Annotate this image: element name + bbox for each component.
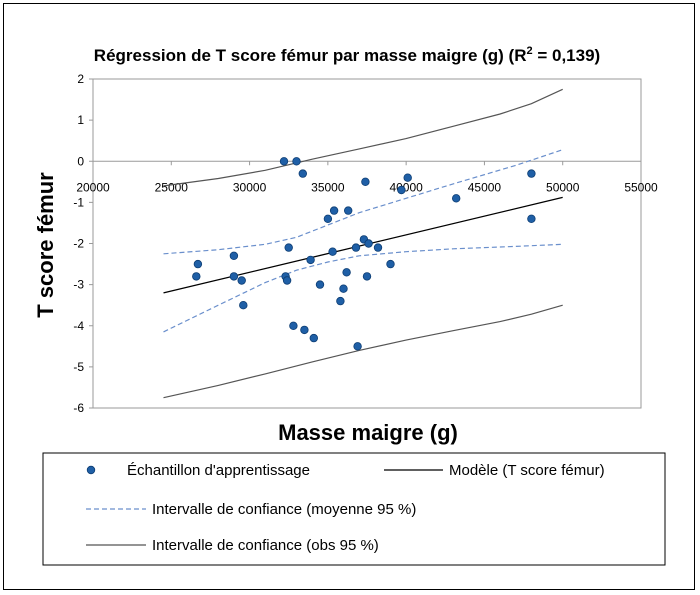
x-axis-title: Masse maigre (g) bbox=[278, 420, 458, 445]
data-point-24 bbox=[351, 243, 361, 252]
data-point-36 bbox=[527, 214, 536, 223]
data-point-28 bbox=[362, 272, 372, 281]
data-point-16 bbox=[315, 280, 325, 289]
data-point-23 bbox=[344, 206, 353, 215]
data-point-20 bbox=[336, 296, 345, 306]
x-tick-label-2: 30000 bbox=[233, 180, 267, 194]
x-tick-label-5: 45000 bbox=[468, 180, 502, 194]
data-point-27 bbox=[361, 177, 370, 186]
ci-obs-lower-curve bbox=[163, 304, 563, 399]
legend-label-points: Échantillon d'apprentissage bbox=[127, 462, 310, 479]
data-point-31 bbox=[386, 259, 395, 269]
data-point-3 bbox=[229, 272, 239, 281]
data-point-12 bbox=[298, 169, 307, 178]
data-point-30 bbox=[373, 243, 383, 252]
y-tick-label-2: 0 bbox=[77, 154, 84, 168]
x-tick-label-1: 25000 bbox=[155, 180, 189, 194]
data-point-4 bbox=[237, 276, 246, 285]
data-point-2 bbox=[229, 251, 239, 260]
data-point-33 bbox=[403, 173, 412, 182]
data-point-19 bbox=[329, 206, 339, 215]
y-tick-label-5: -3 bbox=[73, 278, 84, 292]
legend-label-ci-obs: Intervalle de confiance (obs 95 %) bbox=[152, 537, 379, 554]
data-point-6 bbox=[279, 157, 289, 166]
ci-mean-lower-curve bbox=[163, 243, 563, 333]
y-tick-label-7: -5 bbox=[73, 360, 84, 374]
chart-title: Régression de T score fémur par masse ma… bbox=[94, 45, 600, 65]
chart-frame bbox=[3, 3, 695, 590]
axes: 2 1 0 -1 -2 -3 -4 -5 -6 20000 25000 30000 35000 40000… bbox=[73, 72, 658, 415]
data-point-21 bbox=[339, 284, 348, 293]
x-tick-label-4: 40000 bbox=[389, 180, 423, 194]
data-point-25 bbox=[353, 342, 362, 351]
data-point-0 bbox=[192, 272, 201, 281]
x-tick-label-7: 55000 bbox=[624, 180, 658, 194]
data-point-18 bbox=[328, 247, 337, 256]
points-layer bbox=[192, 157, 536, 351]
data-point-10 bbox=[289, 321, 298, 330]
legend-label-ci-mean: Intervalle de confiance (moyenne 95 %) bbox=[152, 501, 416, 518]
data-point-5 bbox=[239, 301, 248, 310]
data-point-32 bbox=[397, 185, 406, 195]
legend: Échantillon d'apprentissage Modèle (T sc… bbox=[42, 452, 666, 566]
data-point-9 bbox=[284, 243, 293, 252]
data-point-13 bbox=[300, 325, 309, 335]
data-point-22 bbox=[342, 268, 351, 277]
x-tick-label-3: 35000 bbox=[311, 180, 345, 194]
y-axis-title: T score fémur bbox=[33, 172, 58, 318]
model-line bbox=[163, 196, 563, 294]
y-tick-label-8: -6 bbox=[73, 401, 84, 415]
data-point-14 bbox=[306, 255, 315, 265]
y-tick-label-3: -1 bbox=[73, 195, 84, 209]
data-point-15 bbox=[309, 333, 318, 343]
y-tick-label-1: 1 bbox=[77, 113, 84, 127]
data-point-17 bbox=[323, 214, 333, 223]
data-point-29 bbox=[364, 239, 373, 248]
x-tick-label-6: 50000 bbox=[546, 180, 580, 194]
ci-mean-upper-curve bbox=[163, 149, 563, 255]
ci-obs-upper-curve bbox=[163, 88, 563, 187]
legend-label-model: Modèle (T score fémur) bbox=[449, 462, 605, 479]
data-point-34 bbox=[452, 194, 461, 203]
y-tick-label-4: -2 bbox=[73, 237, 84, 251]
legend-marker-points bbox=[86, 465, 96, 475]
y-tick-label-0: 2 bbox=[77, 72, 84, 86]
data-point-35 bbox=[527, 169, 536, 178]
data-point-1 bbox=[193, 259, 203, 269]
data-point-11 bbox=[292, 157, 301, 166]
legend-box bbox=[42, 452, 666, 566]
y-tick-label-6: -4 bbox=[73, 319, 84, 333]
data-point-8 bbox=[282, 276, 292, 285]
x-tick-label-0: 20000 bbox=[76, 180, 110, 194]
